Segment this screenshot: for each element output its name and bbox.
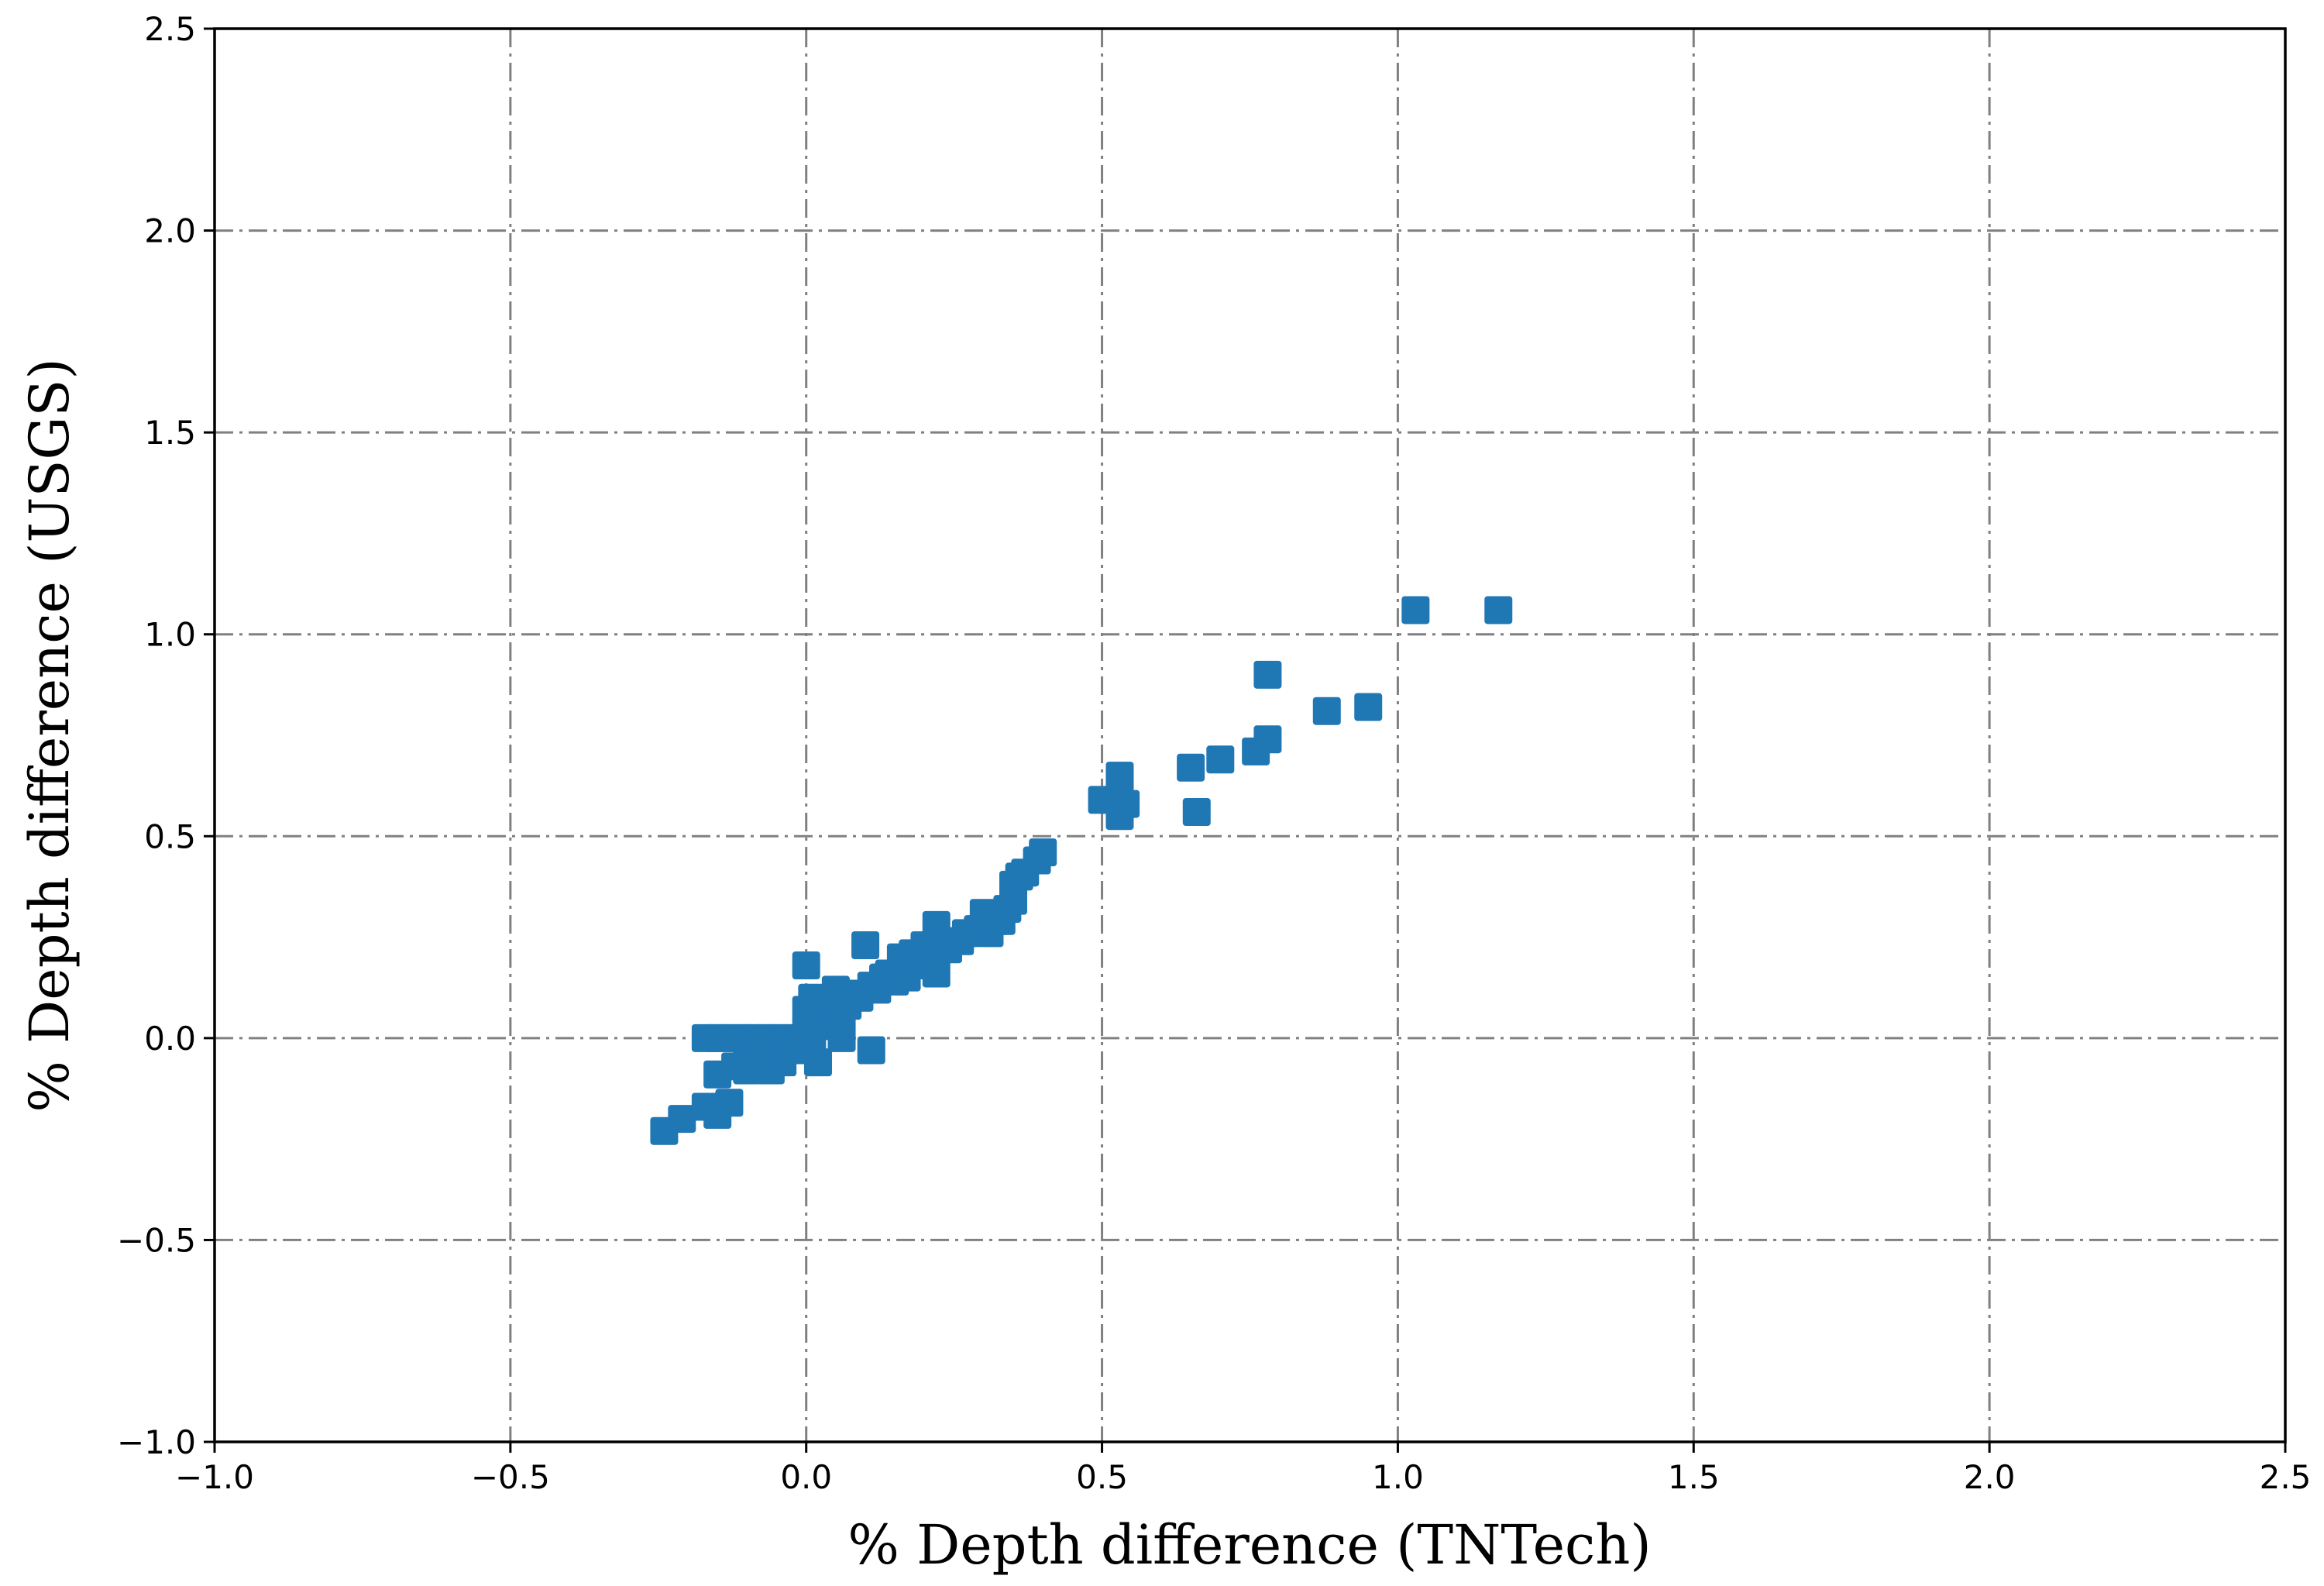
y-tick-label: 0.0 [144,1020,196,1058]
data-point [803,1048,832,1077]
data-point [668,1105,696,1134]
data-point [751,1036,779,1065]
data-point [1182,798,1211,827]
data-point [715,1089,744,1117]
data-point [1354,693,1383,721]
data-point [1253,660,1282,689]
data-points [650,596,1513,1145]
x-tick-label: 2.0 [1964,1458,2016,1496]
x-axis-title: % Depth difference (TNTech) [847,1513,1651,1577]
y-axis-title: % Depth difference (USGS) [18,358,81,1112]
y-tick-label: −0.5 [117,1221,196,1259]
data-point [922,959,951,988]
y-tick-label: 1.0 [144,616,196,654]
data-point [1253,725,1282,754]
y-tick-label: −1.0 [117,1423,196,1461]
x-tick-label: 1.0 [1372,1458,1424,1496]
data-point [1206,745,1235,774]
data-point [1112,790,1140,818]
data-point [1484,596,1513,624]
data-point [1177,753,1205,782]
grid [215,29,2285,1442]
axis-ticks: −1.0 −0.5 0.0 0.5 1.0 1.5 2.0 2.5 −1.0 −0.5 0.0 0.5… [117,10,2311,1496]
x-tick-label: 1.5 [1668,1458,1720,1496]
data-point [1312,697,1341,725]
y-tick-label: 2.5 [144,10,196,48]
data-point [1029,838,1057,867]
data-point [857,1036,885,1065]
data-point [851,931,880,959]
data-point [1401,596,1430,624]
data-point [827,1024,856,1052]
plot-frame [213,27,2287,1443]
data-point [1105,762,1134,790]
data-point [792,951,820,980]
x-tick-label: 0.5 [1076,1458,1128,1496]
x-tick-label: 0.0 [780,1458,832,1496]
x-tick-label: 2.5 [2260,1458,2312,1496]
y-tick-label: 2.0 [144,212,196,250]
x-tick-label: −1.0 [175,1458,254,1496]
x-tick-label: −0.5 [471,1458,550,1496]
y-tick-label: 1.5 [144,414,196,452]
y-tick-label: 0.5 [144,817,196,855]
